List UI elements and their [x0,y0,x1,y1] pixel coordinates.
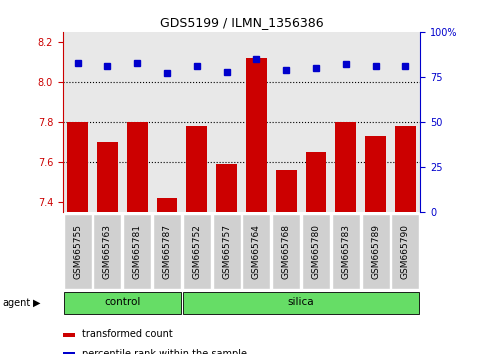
Text: silica: silica [288,297,314,307]
Bar [94,214,121,289]
Text: percentile rank within the sample: percentile rank within the sample [83,349,247,354]
Bar [183,214,211,289]
Bar [391,214,419,289]
Bar [242,214,270,289]
Bar [276,170,297,212]
Text: GSM665755: GSM665755 [73,224,82,279]
Bar [64,214,92,289]
Text: agent: agent [2,298,30,308]
Text: transformed count: transformed count [83,329,173,339]
Bar [63,352,75,354]
Text: GSM665790: GSM665790 [401,224,410,279]
Bar [302,214,330,289]
Bar [395,126,416,212]
Text: GSM665783: GSM665783 [341,224,350,279]
Bar [213,214,241,289]
Bar [306,152,327,212]
Bar [216,164,237,212]
Text: ▶: ▶ [33,298,41,308]
Bar [183,292,419,314]
Bar [156,198,177,212]
Text: GSM665787: GSM665787 [163,224,171,279]
Bar [272,214,300,289]
Bar [67,122,88,212]
Text: GSM665763: GSM665763 [103,224,112,279]
Text: control: control [104,297,141,307]
Text: GSM665789: GSM665789 [371,224,380,279]
Bar [127,122,148,212]
Bar [362,214,389,289]
Text: GSM665757: GSM665757 [222,224,231,279]
Text: GSM665780: GSM665780 [312,224,320,279]
Title: GDS5199 / ILMN_1356386: GDS5199 / ILMN_1356386 [160,16,323,29]
Text: GSM665764: GSM665764 [252,224,261,279]
Text: GSM665768: GSM665768 [282,224,291,279]
Bar [246,58,267,212]
Bar [335,122,356,212]
Bar [97,142,118,212]
Bar [63,333,75,337]
Text: GSM665781: GSM665781 [133,224,142,279]
Text: GSM665752: GSM665752 [192,224,201,279]
Bar [64,292,181,314]
Bar [153,214,181,289]
Bar [332,214,360,289]
Bar [186,126,207,212]
Bar [365,136,386,212]
Bar [123,214,151,289]
